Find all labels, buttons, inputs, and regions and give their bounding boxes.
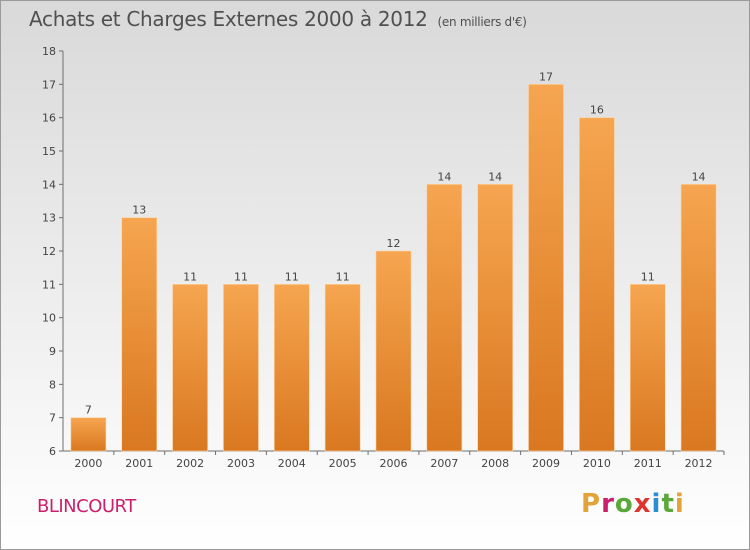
y-tick-label: 14 <box>42 178 56 191</box>
y-tick-label: 16 <box>42 112 56 125</box>
bar <box>324 284 361 452</box>
bar-value-label: 14 <box>488 170 502 183</box>
bar-value-label: 7 <box>85 404 92 417</box>
y-tick-label: 13 <box>42 212 56 225</box>
logo-letter: x <box>633 489 652 519</box>
x-tick-label: 2005 <box>329 457 357 470</box>
bar-value-label: 11 <box>234 270 248 283</box>
logo-letter: t <box>661 489 675 519</box>
bar <box>477 184 514 452</box>
bar-value-label: 16 <box>590 104 604 117</box>
x-tick-label: 2010 <box>583 457 611 470</box>
y-tick-label: 12 <box>42 245 56 258</box>
y-tick-label: 17 <box>42 78 56 91</box>
bar <box>528 84 564 452</box>
proxiti-logo[interactable]: Proxiti <box>581 489 685 519</box>
bar <box>172 284 208 452</box>
bar-value-label: 17 <box>539 70 553 83</box>
bar-value-label: 11 <box>285 270 299 283</box>
y-tick-label: 9 <box>49 345 56 358</box>
logo-letter: o <box>614 489 634 519</box>
x-tick-label: 2001 <box>125 457 153 470</box>
bar <box>375 250 412 452</box>
y-tick-label: 18 <box>42 45 56 58</box>
bar <box>70 417 107 452</box>
bar-value-label: 14 <box>692 170 706 183</box>
x-tick-label: 2000 <box>74 457 102 470</box>
bars <box>70 84 717 452</box>
bar <box>680 184 717 452</box>
bar <box>629 284 666 452</box>
bar-value-label: 11 <box>336 270 350 283</box>
chart-subtitle: (en milliers d'€) <box>437 15 527 29</box>
bar <box>426 184 463 452</box>
chart-title: Achats et Charges Externes 2000 à 2012 (e… <box>29 7 527 31</box>
x-tick-label: 2006 <box>380 457 408 470</box>
y-tick-label: 7 <box>49 412 56 425</box>
y-tick-label: 10 <box>42 312 56 325</box>
data-labels: 7 13 11 11 11 11 12 14 14 17 16 11 14 <box>85 70 706 416</box>
bar-value-label: 11 <box>641 270 655 283</box>
logo-letter: i <box>651 489 662 519</box>
x-tick-label: 2012 <box>685 457 713 470</box>
bar <box>579 117 615 452</box>
x-tick-label: 2004 <box>278 457 306 470</box>
logo-letter: P <box>581 489 602 519</box>
x-tick-label: 2007 <box>430 457 458 470</box>
logo-letter: i <box>674 489 685 519</box>
axes: 6 7 8 9 10 11 12 13 14 15 16 17 18 2000 2001 2002 2003 20… <box>42 45 725 470</box>
y-tick-label: 11 <box>42 278 56 291</box>
logo-letter: r <box>601 489 615 519</box>
bar <box>223 284 259 452</box>
x-tick-label: 2011 <box>634 457 662 470</box>
bar-value-label: 12 <box>387 237 401 250</box>
x-tick-label: 2003 <box>227 457 255 470</box>
y-tick-label: 8 <box>49 378 56 391</box>
title-text: Achats et Charges Externes 2000 à 2012 <box>29 7 428 31</box>
place-name: BLINCOURT <box>37 496 136 517</box>
bar <box>273 284 310 452</box>
x-tick-label: 2002 <box>176 457 204 470</box>
bar-value-label: 13 <box>132 204 146 217</box>
bar-value-label: 11 <box>183 270 197 283</box>
bar-chart: 6 7 8 9 10 11 12 13 14 15 16 17 18 2000 2001 2002 2003 20… <box>42 45 725 470</box>
x-tick-label: 2009 <box>532 457 560 470</box>
bar <box>121 217 158 452</box>
y-tick-label: 6 <box>49 445 56 458</box>
bar-value-label: 14 <box>437 170 451 183</box>
y-tick-label: 15 <box>42 145 56 158</box>
x-tick-label: 2008 <box>481 457 509 470</box>
